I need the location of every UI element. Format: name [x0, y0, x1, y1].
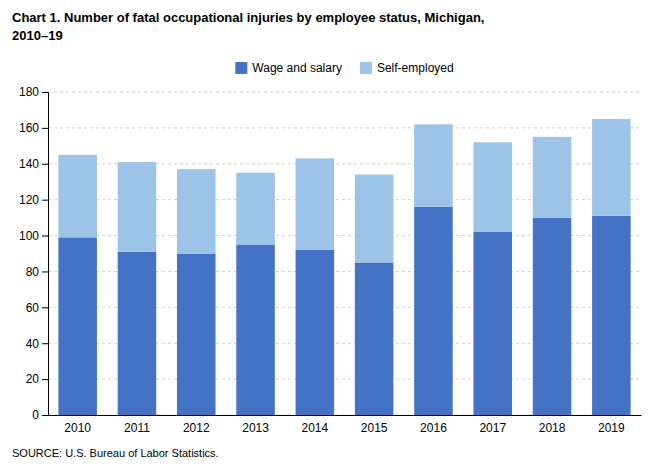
y-tick: 0	[32, 408, 48, 422]
bar	[58, 237, 97, 415]
chart: Chart 1. Number of fatal occupational in…	[0, 0, 661, 465]
y-tick-mark	[42, 307, 48, 308]
y-tick-label: 80	[26, 265, 40, 279]
x-tick-label: 2019	[598, 421, 625, 435]
y-tick-mark	[42, 164, 48, 165]
legend-item: Wage and salary	[235, 61, 342, 75]
x-tick: 2012	[183, 421, 210, 435]
y-tick-label: 120	[19, 193, 39, 207]
x-tick: 2011	[124, 421, 150, 435]
x-tick: 2018	[539, 421, 566, 435]
y-tick-mark	[42, 92, 48, 93]
legend-swatch	[235, 62, 247, 74]
x-tick: 2016	[420, 421, 447, 435]
x-tick: 2017	[479, 421, 506, 435]
y-tick-mark	[42, 415, 48, 416]
bar	[414, 124, 453, 207]
y-tick-mark	[42, 200, 48, 201]
x-tick-label: 2018	[539, 421, 566, 435]
x-tick: 2015	[361, 421, 388, 435]
y-axis-line	[42, 93, 49, 416]
y-tick: 120	[19, 193, 48, 207]
y-tick: 80	[26, 265, 48, 279]
bar	[296, 250, 335, 415]
bar	[414, 207, 453, 415]
bar	[236, 173, 275, 245]
y-tick-label: 160	[19, 121, 39, 135]
y-tick: 140	[19, 157, 48, 171]
bar	[533, 218, 572, 415]
y-tick-label: 20	[26, 372, 40, 386]
x-axis-line	[49, 415, 642, 416]
y-tick-mark	[42, 379, 48, 380]
y-tick-label: 40	[26, 337, 40, 351]
grid-line	[48, 92, 641, 93]
y-tick-mark	[42, 271, 48, 272]
bar	[236, 245, 275, 415]
x-tick-label: 2013	[242, 421, 269, 435]
title-line: 2010–19	[12, 28, 63, 43]
bar	[177, 254, 216, 416]
y-tick-label: 140	[19, 157, 39, 171]
x-tick-label: 2017	[479, 421, 506, 435]
grid	[48, 92, 641, 415]
bar	[473, 232, 512, 415]
x-tick-label: 2011	[124, 421, 150, 435]
y-tick: 60	[26, 301, 48, 315]
x-tick: 2010	[64, 421, 91, 435]
x-tick-label: 2015	[361, 421, 388, 435]
y-tick: 40	[26, 337, 48, 351]
bar	[592, 216, 631, 415]
x-tick: 2013	[242, 421, 269, 435]
y-tick-label: 100	[19, 229, 39, 243]
bar	[592, 119, 631, 216]
grid-line	[48, 127, 641, 128]
x-tick-label: 2016	[420, 421, 447, 435]
legend-item: Self-employed	[360, 61, 454, 75]
source-note: SOURCE: U.S. Bureau of Labor Statistics.	[12, 447, 219, 459]
x-tick-label: 2014	[301, 421, 328, 435]
bar	[58, 155, 97, 238]
legend: Wage and salary Self-employed	[235, 61, 453, 75]
bar	[533, 137, 572, 218]
x-tick: 2014	[301, 421, 328, 435]
y-tick-mark	[42, 128, 48, 129]
y-tick: 160	[19, 121, 48, 135]
y-tick: 180	[19, 85, 48, 99]
y-tick-mark	[42, 236, 48, 237]
title-line: Chart 1. Number of fatal occupational in…	[12, 10, 484, 25]
title: Chart 1. Number of fatal occupational in…	[12, 10, 484, 43]
x-tick: 2019	[598, 421, 625, 435]
legend-label: Self-employed	[377, 61, 454, 75]
x-tick-label: 2010	[64, 421, 91, 435]
series-bars	[58, 119, 630, 263]
legend-label: Wage and salary	[252, 61, 342, 75]
y-tick: 100	[19, 229, 48, 243]
y-tick-label: 0	[32, 408, 39, 422]
bar	[355, 175, 394, 263]
bar	[473, 142, 512, 232]
y-axis: 0 20 40 60 80 100 120 140 160 180	[19, 85, 49, 422]
legend-swatch	[360, 62, 372, 74]
bar	[355, 262, 394, 415]
x-axis: 2010 2011 2012 2013 2014 2015 2016 2017 2018 2019	[49, 416, 642, 435]
bar	[118, 162, 157, 252]
y-tick-label: 60	[26, 301, 40, 315]
y-tick-mark	[42, 343, 48, 344]
x-tick-label: 2012	[183, 421, 210, 435]
bar	[296, 158, 335, 250]
bars	[58, 119, 630, 415]
y-tick-label: 180	[19, 85, 39, 99]
y-tick: 20	[26, 372, 48, 386]
bar	[118, 252, 157, 415]
bar	[177, 169, 216, 253]
